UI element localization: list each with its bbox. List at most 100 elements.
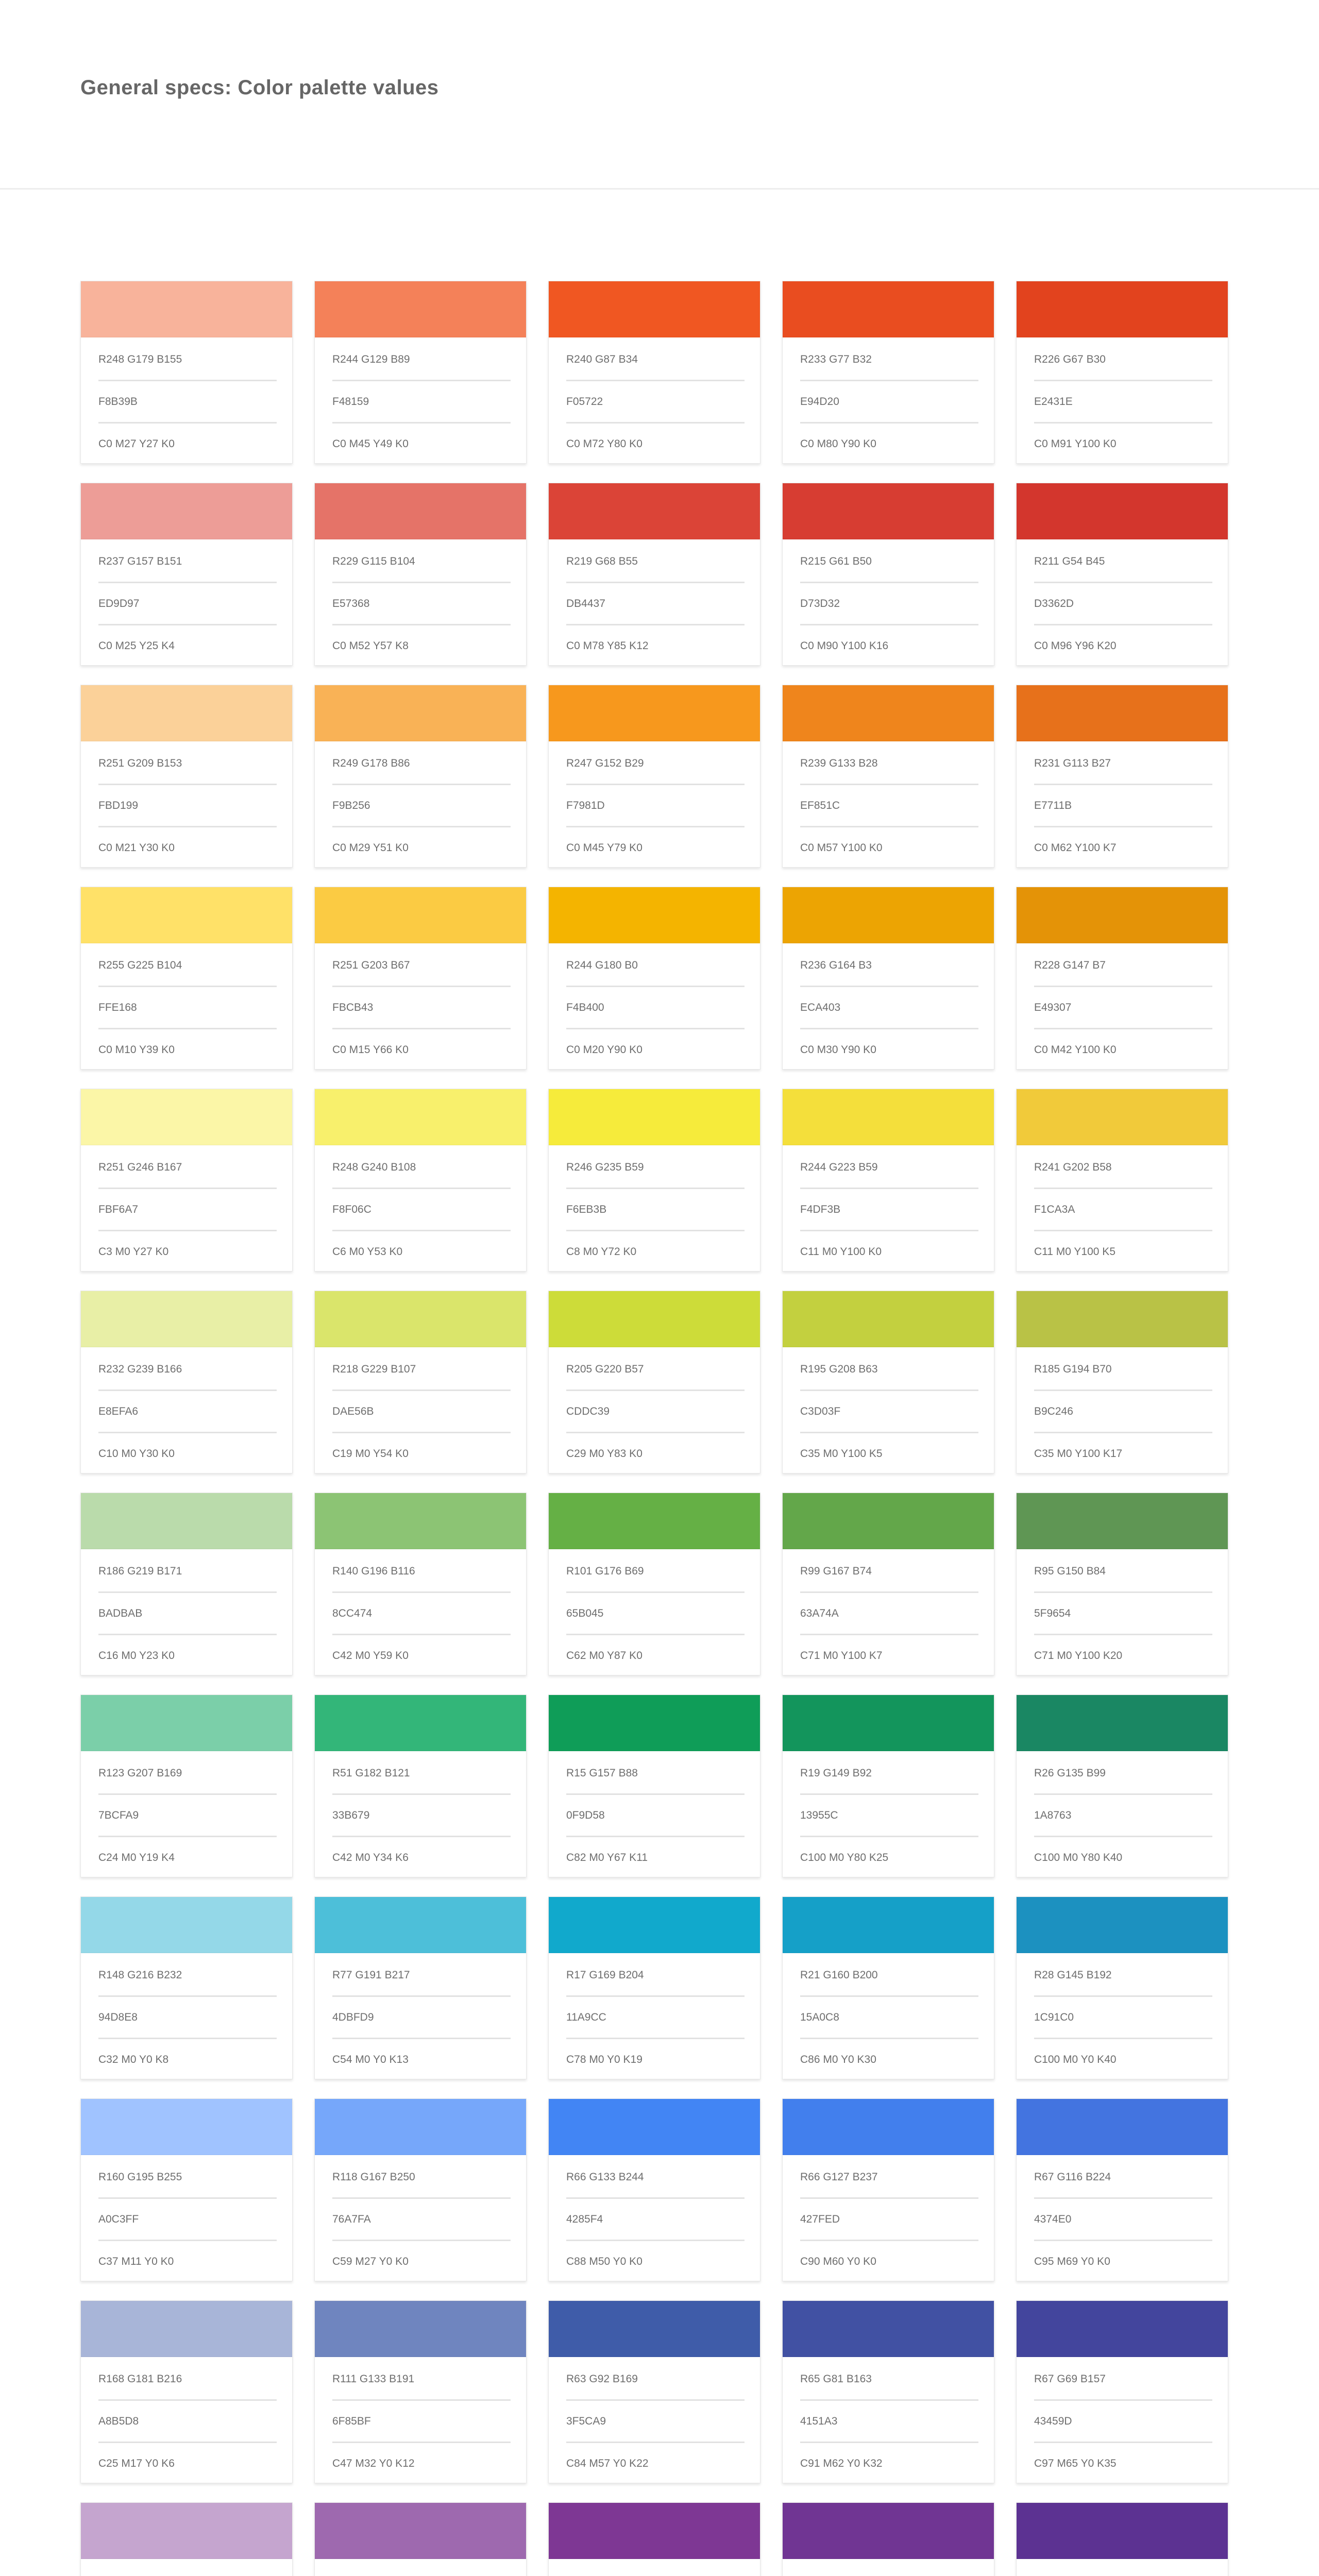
value-divider bbox=[800, 380, 978, 381]
color-swatch bbox=[81, 1089, 292, 1145]
value-divider bbox=[566, 2240, 745, 2241]
hex-value: F6EB3B bbox=[566, 1204, 607, 1215]
cmyk-value: C0 M29 Y51 K0 bbox=[332, 842, 409, 854]
color-card: R236 G164 B3 ECA403 C0 M30 Y90 K0 bbox=[782, 887, 994, 1070]
color-values: R244 G180 B0 F4B400 C0 M20 Y90 K0 bbox=[549, 943, 760, 1056]
color-values: R77 G191 B217 4DBFD9 C54 M0 Y0 K13 bbox=[315, 1953, 526, 2066]
color-swatch bbox=[315, 1695, 526, 1751]
hex-value: FFE168 bbox=[98, 1002, 137, 1013]
color-values: R233 G77 B32 E94D20 C0 M80 Y90 K0 bbox=[783, 337, 994, 450]
rgb-value: R123 G207 B169 bbox=[98, 1767, 182, 1779]
value-divider bbox=[566, 624, 745, 625]
rgb-value: R241 G202 B58 bbox=[1034, 1161, 1112, 1173]
cmyk-value: C0 M90 Y100 K16 bbox=[800, 640, 889, 652]
rgb-value: R215 G61 B50 bbox=[800, 555, 872, 567]
rgb-value: R248 G179 B155 bbox=[98, 353, 182, 365]
color-swatch bbox=[315, 2099, 526, 2155]
color-card: R158 G105 B175 9E69AF C44 M52 Y0 K0 bbox=[314, 2502, 527, 2576]
hex-value: 4285F4 bbox=[566, 2213, 603, 2225]
value-divider bbox=[800, 1836, 978, 1837]
rgb-value: R77 G191 B217 bbox=[332, 1969, 410, 1981]
value-divider bbox=[800, 2442, 978, 2443]
rgb-value: R101 G176 B69 bbox=[566, 1565, 644, 1577]
color-swatch bbox=[81, 1493, 292, 1549]
value-divider bbox=[566, 1230, 745, 1231]
color-card: R112 G53 B147 703593 C80 M95 Y0 K0 bbox=[782, 2502, 994, 2576]
color-card: R231 G113 B27 E7711B C0 M62 Y100 K7 bbox=[1016, 685, 1228, 868]
value-divider bbox=[566, 1389, 745, 1391]
color-values: R232 G239 B166 E8EFA6 C10 M0 Y30 K0 bbox=[81, 1347, 292, 1460]
color-card: R211 G54 B45 D3362D C0 M96 Y96 K20 bbox=[1016, 483, 1228, 666]
color-card: R140 G196 B116 8CC474 C42 M0 Y59 K0 bbox=[314, 1493, 527, 1675]
color-values: R17 G169 B204 11A9CC C78 M0 Y0 K19 bbox=[549, 1953, 760, 2066]
color-swatch bbox=[81, 2503, 292, 2559]
value-divider bbox=[800, 1591, 978, 1593]
color-card: R244 G129 B89 F48159 C0 M45 Y49 K0 bbox=[314, 281, 527, 464]
cmyk-value: C71 M0 Y100 K20 bbox=[1034, 1650, 1123, 1662]
color-swatch bbox=[1017, 483, 1228, 539]
rgb-value: R186 G219 B171 bbox=[98, 1565, 182, 1577]
color-card: R228 G147 B7 E49307 C0 M42 Y100 K0 bbox=[1016, 887, 1228, 1070]
color-swatch bbox=[315, 1089, 526, 1145]
value-divider bbox=[800, 1230, 978, 1231]
color-card: R251 G203 B67 FBCB43 C0 M15 Y66 K0 bbox=[314, 887, 527, 1070]
color-values: R251 G246 B167 FBF6A7 C3 M0 Y27 K0 bbox=[81, 1145, 292, 1258]
color-values: R248 G240 B108 F8F06C C6 M0 Y53 K0 bbox=[315, 1145, 526, 1258]
value-divider bbox=[566, 1793, 745, 1795]
color-swatch bbox=[783, 281, 994, 337]
color-card: R233 G77 B32 E94D20 C0 M80 Y90 K0 bbox=[782, 281, 994, 464]
value-divider bbox=[332, 1188, 511, 1189]
cmyk-value: C0 M27 Y27 K0 bbox=[98, 438, 175, 450]
color-swatch bbox=[1017, 2099, 1228, 2155]
cmyk-value: C0 M96 Y96 K20 bbox=[1034, 640, 1117, 652]
value-divider bbox=[1034, 826, 1212, 827]
value-divider bbox=[98, 582, 277, 583]
hex-value: 0F9D58 bbox=[566, 1809, 605, 1821]
hex-value: 6F85BF bbox=[332, 2415, 371, 2427]
value-divider bbox=[800, 1389, 978, 1391]
color-values: R67 G116 B224 4374E0 C95 M69 Y0 K0 bbox=[1017, 2155, 1228, 2268]
value-divider bbox=[98, 2038, 277, 2039]
color-swatch bbox=[783, 887, 994, 943]
color-card: R248 G240 B108 F8F06C C6 M0 Y53 K0 bbox=[314, 1089, 527, 1272]
rgb-value: R244 G180 B0 bbox=[566, 959, 638, 971]
color-swatch bbox=[549, 281, 760, 337]
cmyk-value: C0 M72 Y80 K0 bbox=[566, 438, 642, 450]
value-divider bbox=[332, 624, 511, 625]
color-values: R19 G149 B92 13955C C100 M0 Y80 K25 bbox=[783, 1751, 994, 1864]
value-divider bbox=[332, 1230, 511, 1231]
rgb-value: R63 G92 B169 bbox=[566, 2373, 638, 2385]
color-values: R15 G157 B88 0F9D58 C82 M0 Y67 K11 bbox=[549, 1751, 760, 1864]
cmyk-value: C0 M52 Y57 K8 bbox=[332, 640, 409, 652]
cmyk-value: C100 M0 Y0 K40 bbox=[1034, 2054, 1117, 2065]
color-values: R185 G194 B70 B9C246 C35 M0 Y100 K17 bbox=[1017, 1347, 1228, 1460]
rgb-value: R65 G81 B163 bbox=[800, 2373, 872, 2385]
hex-value: 65B045 bbox=[566, 1607, 604, 1619]
color-swatch bbox=[81, 1897, 292, 1953]
color-values: R51 G182 B121 33B679 C42 M0 Y34 K6 bbox=[315, 1751, 526, 1864]
rgb-value: R226 G67 B30 bbox=[1034, 353, 1106, 365]
color-values: R247 G152 B29 F7981D C0 M45 Y79 K0 bbox=[549, 741, 760, 854]
cmyk-value: C0 M21 Y30 K0 bbox=[98, 842, 175, 854]
rgb-value: R251 G246 B167 bbox=[98, 1161, 182, 1173]
value-divider bbox=[98, 2399, 277, 2401]
rgb-value: R148 G216 B232 bbox=[98, 1969, 182, 1981]
cmyk-value: C59 M27 Y0 K0 bbox=[332, 2256, 409, 2267]
color-values: R92 G50 B146 5C3292 C84 M100 Y0 K10 bbox=[1017, 2559, 1228, 2576]
rgb-value: R228 G147 B7 bbox=[1034, 959, 1106, 971]
hex-value: D3362D bbox=[1034, 598, 1074, 609]
value-divider bbox=[800, 1793, 978, 1795]
color-card: R66 G127 B237 427FED C90 M60 Y0 K0 bbox=[782, 2098, 994, 2281]
value-divider bbox=[800, 2038, 978, 2039]
color-values: R237 G157 B151 ED9D97 C0 M25 Y25 K4 bbox=[81, 539, 292, 652]
color-card: R197 G165 B207 C5A5CF C27 M32 Y0 K0 bbox=[80, 2502, 293, 2576]
color-card: R15 G157 B88 0F9D58 C82 M0 Y67 K11 bbox=[548, 1694, 760, 1877]
color-swatch bbox=[783, 1695, 994, 1751]
cmyk-value: C0 M57 Y100 K0 bbox=[800, 842, 883, 854]
color-card: R218 G229 B107 DAE56B C19 M0 Y54 K0 bbox=[314, 1291, 527, 1473]
rgb-value: R211 G54 B45 bbox=[1034, 555, 1105, 567]
hex-value: F7981D bbox=[566, 800, 605, 811]
color-swatch bbox=[783, 1291, 994, 1347]
value-divider bbox=[332, 582, 511, 583]
color-values: R244 G129 B89 F48159 C0 M45 Y49 K0 bbox=[315, 337, 526, 450]
